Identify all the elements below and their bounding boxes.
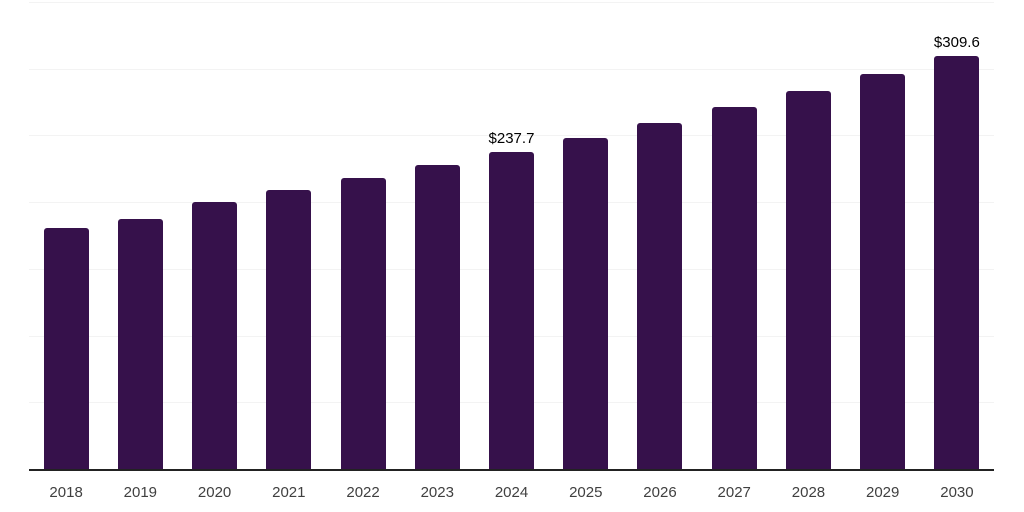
bar-2029 [860, 73, 906, 469]
gridline-350 [29, 2, 994, 3]
x-tick-label-2018: 2018 [49, 484, 83, 501]
bar-value-label-2024: $237.7 [488, 129, 535, 147]
x-axis-tick-labels: 2018 2019 2020 2021 2022 2023 2024 2025 2026 2027… [29, 484, 994, 502]
bar-2025 [563, 137, 609, 469]
bar-2022 [340, 178, 386, 469]
bar-value-label-2030: $309.6 [933, 33, 980, 51]
x-axis-line [29, 469, 994, 471]
bar-2027 [711, 107, 757, 469]
gridline-300 [29, 68, 994, 70]
x-tick-label-2030: 2030 [940, 484, 974, 501]
x-tick-label-2026: 2026 [643, 484, 677, 501]
bar-2020 [192, 201, 238, 469]
bar-2026 [637, 122, 683, 469]
x-tick-label-2024: 2024 [494, 484, 529, 501]
bar-2028 [785, 90, 831, 469]
x-tick-label-2029: 2029 [866, 484, 900, 501]
x-tick-label-2025: 2025 [569, 484, 603, 501]
x-tick-label-2020: 2020 [197, 484, 232, 501]
bar-2019 [117, 218, 163, 469]
bar-2024 [489, 151, 534, 469]
bar-2018 [43, 228, 89, 469]
x-tick-label-2028: 2028 [791, 484, 826, 501]
x-tick-label-2027: 2027 [717, 484, 751, 501]
bar-2021 [266, 189, 312, 469]
bar-2030 [934, 55, 980, 469]
x-tick-label-2021: 2021 [272, 484, 306, 501]
x-tick-label-2022: 2022 [346, 484, 380, 501]
x-tick-label-2023: 2023 [420, 484, 454, 501]
bar-2023 [414, 164, 460, 469]
gridline-250 [29, 135, 994, 137]
x-tick-label-2019: 2019 [123, 484, 158, 501]
plot-area: $237.7 $309.6 [29, 2, 994, 469]
